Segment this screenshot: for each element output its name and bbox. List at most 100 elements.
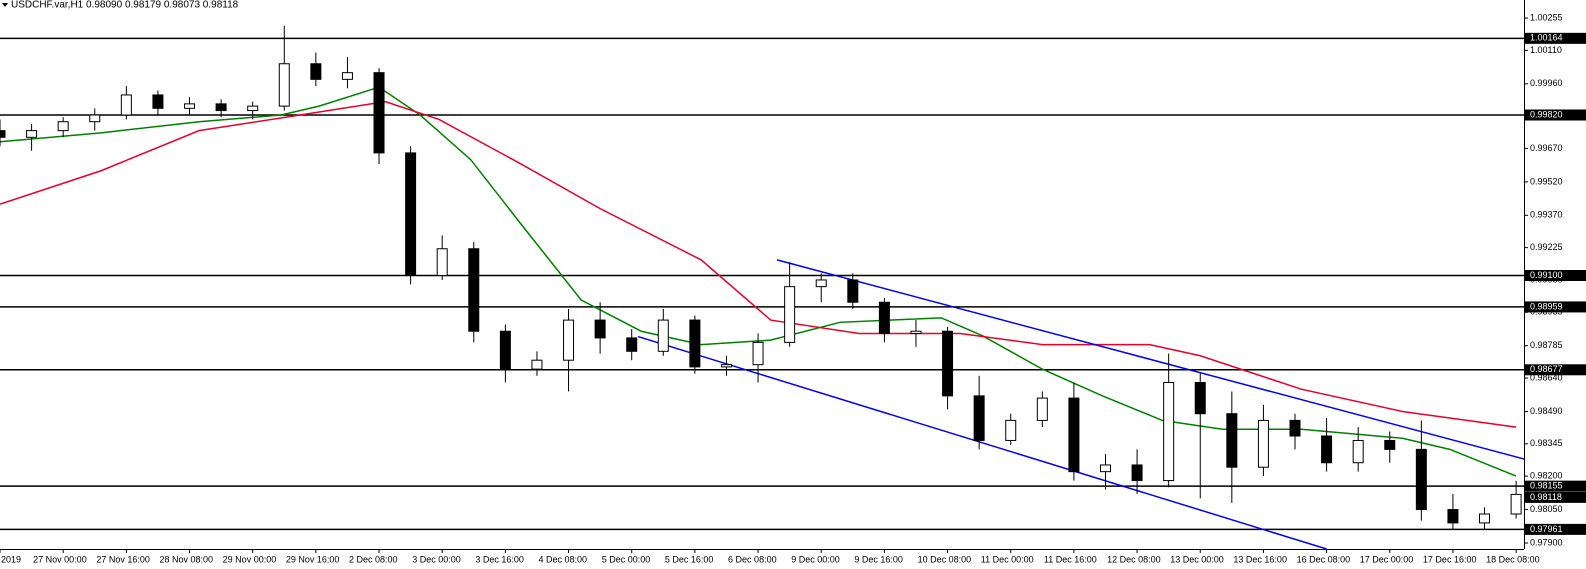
candle-body (373, 72, 385, 154)
y-tick-label: 0.97900 (1530, 537, 1563, 547)
x-tick-label: 27 Nov 16:00 (96, 554, 150, 564)
y-tick-label: 0.98785 (1530, 340, 1563, 350)
y-tick-label: 0.99960 (1530, 78, 1563, 88)
x-tick-label: 3 Dec 16:00 (475, 554, 524, 564)
candle-body (1415, 448, 1427, 511)
candle-body (120, 94, 132, 116)
candle-body (310, 63, 322, 80)
x-tick-label: 29 Nov 00:00 (223, 554, 277, 564)
level-tag (1525, 523, 1586, 535)
x-tick-label: 13 Dec 16:00 (1233, 554, 1287, 564)
candle-body (720, 364, 732, 368)
candle-body (89, 114, 101, 123)
candle-body (152, 94, 164, 109)
candle-body (1447, 509, 1459, 524)
x-tick-label: 10 Dec 08:00 (918, 554, 972, 564)
level-label: 0.97961 (1530, 524, 1563, 534)
price-tag (1525, 491, 1586, 503)
candle-body (1510, 493, 1522, 515)
candle-body (657, 319, 669, 352)
candle-body (1194, 381, 1206, 415)
candle-body (910, 330, 922, 334)
candle-body (1226, 413, 1238, 468)
level-tag (1525, 32, 1586, 44)
candle-body (278, 63, 290, 107)
level-tag (1525, 301, 1586, 313)
candle-body (531, 359, 543, 370)
x-tick-label: 17 Dec 00:00 (1360, 554, 1414, 564)
x-tick-label: 11 Dec 00:00 (981, 554, 1034, 564)
candle-body (0, 130, 6, 138)
candle-body (1257, 419, 1269, 468)
candle-body (626, 337, 638, 352)
y-tick-label: 0.98345 (1530, 438, 1563, 448)
y-tick-label: 0.98050 (1530, 504, 1563, 514)
trendline (637, 335, 1327, 549)
x-tick-label: 5 Dec 16:00 (665, 554, 714, 564)
candle-body (1036, 397, 1048, 421)
candle-body (1068, 397, 1080, 473)
candle-body (1131, 464, 1143, 482)
candle-body (689, 319, 701, 368)
level-label: 0.98677 (1530, 364, 1563, 374)
y-tick-label: 0.98640 (1530, 372, 1563, 382)
x-tick-label: 9 Dec 16:00 (854, 554, 903, 564)
candle-body (57, 121, 69, 132)
level-label: 0.99100 (1530, 270, 1563, 280)
candle-body (405, 152, 417, 277)
candle-body (878, 301, 890, 334)
level-tag (1525, 480, 1586, 492)
level-label: 0.98959 (1530, 301, 1563, 311)
candle-body (215, 103, 227, 112)
candle-body (499, 330, 511, 370)
x-tick-label: 28 Nov 08:00 (160, 554, 214, 564)
y-tick-label: 0.99520 (1530, 176, 1563, 186)
plot-area (0, 25, 1524, 549)
candle-body (1384, 439, 1396, 450)
candle-body (341, 72, 353, 80)
y-tick-label: 1.00110 (1530, 45, 1562, 55)
level-label: 1.00164 (1530, 33, 1563, 43)
candle-body (784, 286, 796, 343)
x-tick-label: 5 Dec 00:00 (602, 554, 651, 564)
candle-body (752, 341, 764, 366)
x-tick-label: 11 Dec 16:00 (1044, 554, 1097, 564)
x-tick-label: 29 Nov 16:00 (286, 554, 340, 564)
candle-body (1321, 435, 1333, 464)
candle-body (247, 105, 259, 112)
candle-body (1479, 513, 1491, 524)
candle-body (942, 330, 954, 397)
candle-body (26, 130, 38, 138)
y-tick-label: 0.99370 (1530, 210, 1563, 220)
x-tick-label: 3 Dec 00:00 (412, 554, 461, 564)
x-tick-label: 13 Dec 00:00 (1170, 554, 1224, 564)
candle-body (184, 103, 196, 109)
candle-body (815, 279, 827, 288)
x-tick-label: 2 Dec 08:00 (349, 554, 398, 564)
y-tick-label: 1.00255 (1530, 12, 1563, 22)
level-tag (1525, 364, 1586, 376)
level-label: 0.98155 (1530, 481, 1563, 491)
y-tick-label: 0.99225 (1530, 242, 1563, 252)
candle-body (847, 279, 859, 303)
x-tick-label: 18 Dec 08:00 (1486, 554, 1540, 564)
trendline (776, 259, 1524, 460)
candle-body (1005, 419, 1017, 441)
level-label: 0.99820 (1530, 109, 1563, 119)
candle-body (563, 319, 575, 361)
y-tick-label: 0.99670 (1530, 143, 1563, 153)
x-tick-label: 4 Dec 08:00 (539, 554, 588, 564)
candle-body (594, 319, 606, 339)
moving-average (0, 100, 1517, 428)
candle-body (468, 248, 480, 332)
x-tick-label: 17 Dec 16:00 (1423, 554, 1477, 564)
candle-body (973, 395, 985, 441)
x-tick-label: 9 Dec 00:00 (791, 554, 840, 564)
x-tick-label: 6 Dec 08:00 (728, 554, 777, 564)
x-tick-label: 16 Dec 08:00 (1297, 554, 1351, 564)
level-tag (1525, 270, 1586, 282)
candle-body (1163, 381, 1175, 482)
